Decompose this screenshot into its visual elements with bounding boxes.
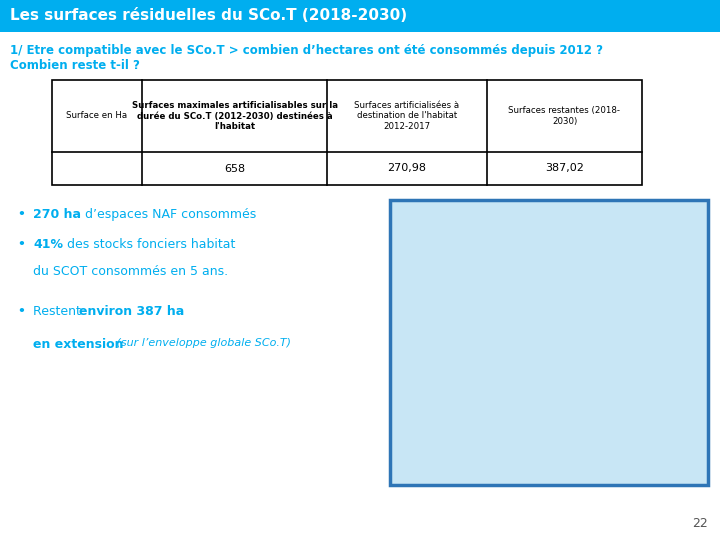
Bar xyxy=(52,80,642,185)
Text: 22: 22 xyxy=(692,517,708,530)
Text: du SCOT consommés en 5 ans.: du SCOT consommés en 5 ans. xyxy=(33,265,228,278)
Bar xyxy=(390,200,708,485)
Text: 658: 658 xyxy=(224,164,245,173)
Text: 41%: 41% xyxy=(33,238,63,251)
Text: 1/ Etre compatible avec le SCo.T > combien d’hectares ont été consommés depuis 2: 1/ Etre compatible avec le SCo.T > combi… xyxy=(10,44,603,57)
Text: 270,98: 270,98 xyxy=(387,164,426,173)
Text: environ 387 ha: environ 387 ha xyxy=(79,305,184,318)
Bar xyxy=(0,0,720,32)
Text: des stocks fonciers habitat: des stocks fonciers habitat xyxy=(63,238,235,251)
Text: 270 ha: 270 ha xyxy=(33,208,81,221)
Text: d’espaces NAF consommés: d’espaces NAF consommés xyxy=(81,208,256,221)
Text: Surfaces artificialisées à
destination de l'habitat
2012-2017: Surfaces artificialisées à destination d… xyxy=(354,101,459,131)
Text: Restent: Restent xyxy=(33,305,85,318)
Text: Surfaces restantes (2018-
2030): Surfaces restantes (2018- 2030) xyxy=(508,106,621,126)
Text: 387,02: 387,02 xyxy=(545,164,584,173)
Text: Combien reste t-il ?: Combien reste t-il ? xyxy=(10,59,140,72)
Text: en extension: en extension xyxy=(33,338,124,351)
Text: (sur l’enveloppe globale SCo.T): (sur l’enveloppe globale SCo.T) xyxy=(113,338,291,348)
Text: •: • xyxy=(17,208,25,221)
Text: Les surfaces résiduelles du SCo.T (2018-2030): Les surfaces résiduelles du SCo.T (2018-… xyxy=(10,9,407,24)
Text: •: • xyxy=(17,238,25,251)
Text: •: • xyxy=(17,305,25,318)
Text: Surfaces maximales artificialisables sur la
durée du SCo.T (2012-2030) destinées: Surfaces maximales artificialisables sur… xyxy=(132,101,338,131)
Text: Surface en Ha: Surface en Ha xyxy=(66,111,127,120)
